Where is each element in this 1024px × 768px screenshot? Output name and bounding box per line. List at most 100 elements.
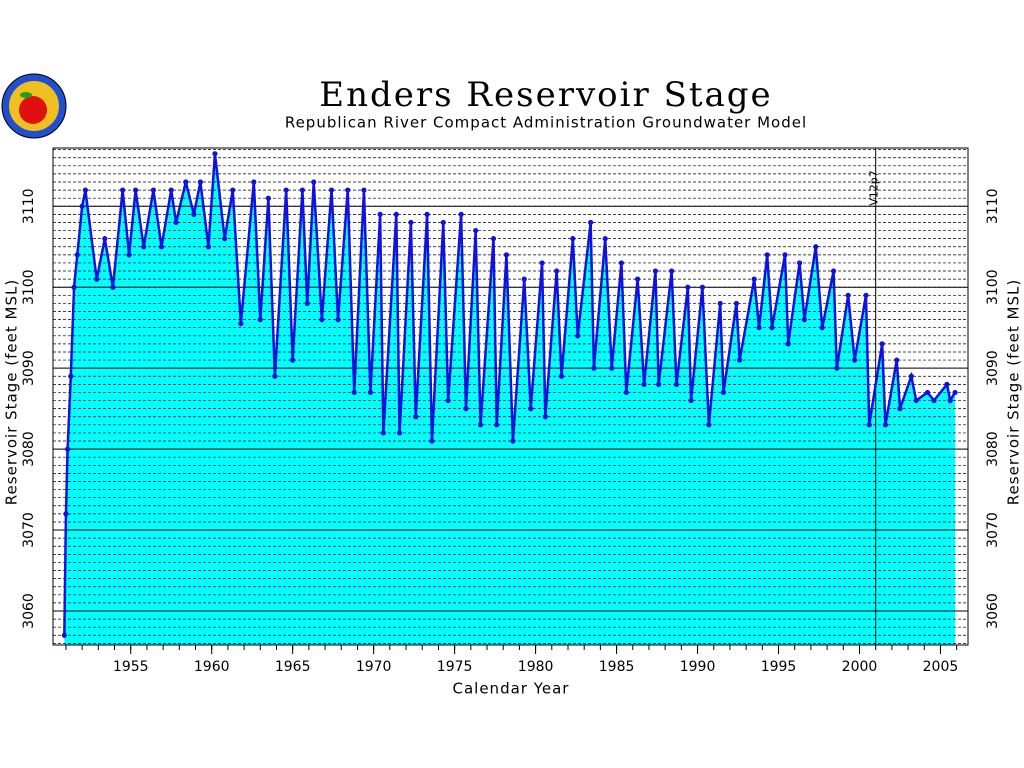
point [473,227,479,234]
point [635,276,641,282]
point [764,252,770,258]
point [542,414,548,420]
x-tick-label: 1965 [275,659,311,675]
point [588,219,594,226]
point [591,365,597,371]
point [183,179,189,185]
point [897,406,903,412]
point [424,211,430,217]
point [110,284,116,290]
point [120,187,126,193]
x-tick-label: 2005 [923,659,959,675]
point [440,219,446,226]
point [408,219,414,226]
point [367,389,374,396]
point [554,268,560,274]
point [396,430,403,436]
x-tick-label: 1975 [437,659,473,675]
point [652,268,659,274]
point [380,430,386,436]
point [212,151,218,157]
point [528,406,534,412]
point [782,252,788,258]
y-tick-label-right: 3070 [985,512,1001,548]
point [796,260,803,266]
point [769,325,775,331]
point [845,292,851,298]
x-tick-label: 1985 [599,659,635,675]
point [290,357,296,363]
x-tick-label: 1955 [113,659,149,675]
y-tick-label-right: 3110 [985,188,1001,224]
point [141,244,147,250]
point [413,414,419,420]
x-tick-label: 1970 [356,659,392,675]
y-tick-label-right: 3080 [985,431,1001,467]
point [623,389,629,396]
point [191,211,197,217]
point [913,397,919,404]
point [222,236,228,242]
point [641,381,647,387]
point [558,373,565,379]
point [819,325,825,331]
point [575,333,581,339]
point [834,365,840,371]
logo [1,73,67,139]
x-tick-label: 1960 [194,659,230,675]
y-tick-label: 3070 [21,512,37,548]
point [947,397,953,404]
point [272,373,278,379]
point [618,260,625,266]
point [570,236,576,242]
point [952,389,958,396]
point [894,357,900,363]
y-tick-label: 3080 [21,431,37,467]
point [102,236,108,242]
point [251,179,257,185]
point [521,276,527,282]
point [924,389,931,396]
x-tick-label: 1995 [761,659,797,675]
point [345,187,351,193]
x-axis-label: Calendar Year [453,680,570,698]
point [477,422,484,428]
point [609,365,615,371]
point [311,179,317,185]
point [882,422,889,428]
point [813,244,819,250]
point [458,211,464,217]
point [429,438,435,444]
point [733,300,740,307]
point [706,422,712,428]
point [197,179,203,185]
point [720,389,727,396]
point [132,187,139,193]
point [463,406,469,412]
point [756,325,762,331]
point [283,187,289,193]
point [205,244,212,250]
point [173,219,179,226]
point [503,252,510,258]
point [351,389,357,396]
point [150,187,157,193]
point [931,397,937,404]
point [63,511,69,517]
point [61,632,67,638]
point [852,357,858,363]
y-tick-label: 3100 [21,269,37,305]
point [490,236,497,242]
point [751,276,757,282]
point [656,381,662,387]
point [785,341,791,347]
point [230,187,236,193]
point [602,236,608,242]
y-axis-label-right: Reservoir Stage (feet MSL) [1005,279,1023,505]
point [377,211,383,217]
point [393,211,399,217]
point [494,422,500,428]
point [737,357,743,363]
